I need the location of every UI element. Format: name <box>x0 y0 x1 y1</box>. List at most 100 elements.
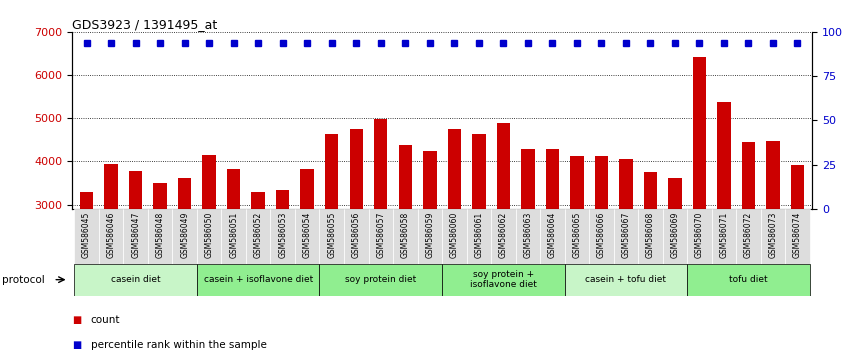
Bar <box>448 130 461 334</box>
Text: GSM586059: GSM586059 <box>426 212 434 258</box>
Bar <box>74 264 197 296</box>
Text: GSM586050: GSM586050 <box>205 212 214 258</box>
Text: GSM586051: GSM586051 <box>229 212 239 258</box>
Text: GSM586070: GSM586070 <box>695 212 704 258</box>
Bar <box>300 169 314 334</box>
Bar <box>153 183 167 334</box>
Text: GSM586060: GSM586060 <box>450 212 459 258</box>
Bar <box>442 209 466 264</box>
Bar <box>736 209 761 264</box>
Bar <box>564 264 687 296</box>
Bar <box>344 209 369 264</box>
Text: GSM586045: GSM586045 <box>82 212 91 258</box>
Text: GSM586067: GSM586067 <box>621 212 630 258</box>
Text: GSM586053: GSM586053 <box>278 212 287 258</box>
Bar <box>515 209 540 264</box>
Text: percentile rank within the sample: percentile rank within the sample <box>91 340 266 350</box>
Bar <box>320 264 442 296</box>
Bar <box>74 209 99 264</box>
Bar <box>540 209 564 264</box>
Bar <box>785 209 810 264</box>
Bar <box>564 209 589 264</box>
Text: GSM586065: GSM586065 <box>573 212 581 258</box>
Bar <box>80 192 93 334</box>
Bar <box>393 209 418 264</box>
Text: GSM586046: GSM586046 <box>107 212 116 258</box>
Text: GSM586074: GSM586074 <box>793 212 802 258</box>
Bar <box>442 264 564 296</box>
Bar <box>668 178 682 334</box>
Text: GSM586063: GSM586063 <box>524 212 532 258</box>
Text: GSM586071: GSM586071 <box>719 212 728 258</box>
Bar <box>693 57 706 334</box>
Bar <box>423 152 437 334</box>
Bar <box>546 149 559 334</box>
Text: soy protein diet: soy protein diet <box>345 275 416 284</box>
Text: count: count <box>91 315 120 325</box>
Bar <box>349 129 363 334</box>
Bar <box>742 142 755 334</box>
Text: ■: ■ <box>72 315 81 325</box>
Bar <box>104 164 118 334</box>
Bar <box>222 209 246 264</box>
Text: GSM586052: GSM586052 <box>254 212 263 258</box>
Text: GSM586057: GSM586057 <box>376 212 385 258</box>
Bar <box>687 209 711 264</box>
Bar <box>251 192 265 334</box>
Bar <box>202 155 216 334</box>
Bar <box>466 209 491 264</box>
Text: GSM586055: GSM586055 <box>327 212 336 258</box>
Bar <box>99 209 124 264</box>
Text: GSM586056: GSM586056 <box>352 212 360 258</box>
Text: GSM586058: GSM586058 <box>401 212 409 258</box>
Bar <box>497 123 510 334</box>
Text: GSM586047: GSM586047 <box>131 212 140 258</box>
Text: GSM586066: GSM586066 <box>597 212 606 258</box>
Bar <box>320 209 344 264</box>
Bar <box>276 190 289 334</box>
Bar <box>687 264 810 296</box>
Bar <box>418 209 442 264</box>
Text: casein + isoflavone diet: casein + isoflavone diet <box>204 275 313 284</box>
Text: soy protein +
isoflavone diet: soy protein + isoflavone diet <box>470 270 536 289</box>
Bar <box>491 209 515 264</box>
Bar <box>369 209 393 264</box>
Text: GSM586061: GSM586061 <box>475 212 483 258</box>
Bar <box>766 141 780 334</box>
Text: GDS3923 / 1391495_at: GDS3923 / 1391495_at <box>72 18 217 31</box>
Bar <box>178 178 191 334</box>
Text: GSM586064: GSM586064 <box>548 212 557 258</box>
Text: GSM586054: GSM586054 <box>303 212 311 258</box>
Text: protocol: protocol <box>2 275 45 285</box>
Bar <box>791 165 805 334</box>
Bar <box>711 209 736 264</box>
Bar <box>227 169 240 334</box>
Text: GSM586069: GSM586069 <box>670 212 679 258</box>
Text: tofu diet: tofu diet <box>729 275 767 284</box>
Bar <box>129 171 142 334</box>
Bar <box>570 156 584 334</box>
Bar <box>619 159 633 334</box>
Bar <box>613 209 638 264</box>
Text: GSM586072: GSM586072 <box>744 212 753 258</box>
Bar <box>325 134 338 334</box>
Text: GSM586068: GSM586068 <box>645 212 655 258</box>
Bar <box>124 209 148 264</box>
Bar <box>595 156 608 334</box>
Bar <box>246 209 271 264</box>
Text: GSM586073: GSM586073 <box>768 212 777 258</box>
Bar <box>472 134 486 334</box>
Text: GSM586049: GSM586049 <box>180 212 190 258</box>
Text: ■: ■ <box>72 340 81 350</box>
Bar <box>398 145 412 334</box>
Text: casein diet: casein diet <box>111 275 161 284</box>
Bar <box>374 119 387 334</box>
Bar <box>197 209 222 264</box>
Bar <box>662 209 687 264</box>
Bar <box>148 209 173 264</box>
Bar <box>644 172 657 334</box>
Bar <box>295 209 320 264</box>
Bar <box>521 149 535 334</box>
Bar <box>717 102 731 334</box>
Text: casein + tofu diet: casein + tofu diet <box>585 275 667 284</box>
